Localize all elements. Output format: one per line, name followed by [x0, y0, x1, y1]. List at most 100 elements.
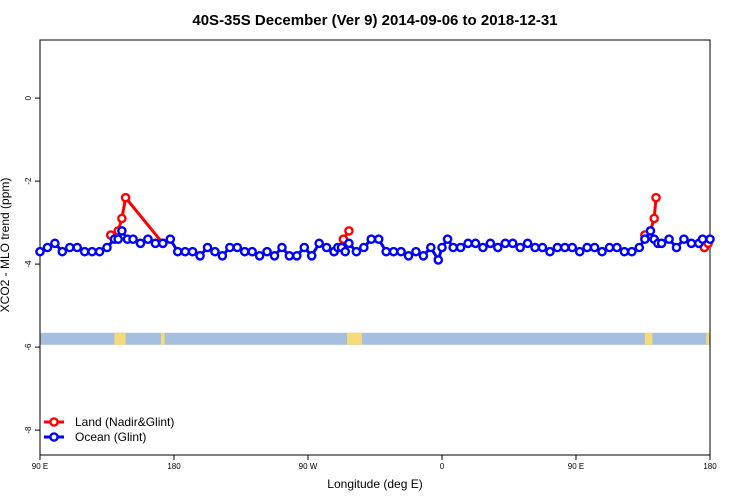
data-point: [158, 238, 168, 249]
data-point: [396, 246, 406, 257]
data-point: [135, 238, 146, 249]
data-point: [651, 192, 661, 203]
data-point: [552, 242, 563, 253]
data-point: [437, 242, 447, 253]
data-point: [94, 246, 105, 257]
land-patch: [347, 332, 362, 345]
data-point: [72, 242, 83, 253]
data-point: [79, 246, 90, 257]
data-point: [679, 234, 689, 244]
data-point: [373, 234, 384, 244]
data-point: [426, 242, 436, 253]
data-point: [210, 246, 220, 257]
y-tick-label: -4: [24, 260, 33, 268]
y-tick-label: -2: [24, 177, 33, 185]
data-point: [366, 234, 377, 244]
data-point: [292, 250, 302, 261]
land-patch: [114, 332, 126, 345]
data-point: [433, 255, 444, 265]
chart-title: 40S-35S December (Ver 9) 2014-09-06 to 2…: [192, 12, 557, 29]
data-point: [403, 250, 414, 261]
data-point: [545, 246, 555, 257]
data-point: [560, 242, 570, 253]
y-tick-label: -6: [24, 343, 33, 351]
data-point: [537, 242, 548, 253]
legend: Land (Nadir&Glint)Ocean (Glint): [44, 415, 174, 444]
data-point: [448, 242, 458, 253]
legend-label: Land (Nadir&Glint): [75, 415, 174, 429]
y-tick-label: -8: [24, 426, 33, 434]
data-point: [340, 246, 351, 257]
data-point: [656, 238, 667, 249]
data-point: [172, 246, 183, 257]
data-point: [463, 238, 473, 249]
y-axis-label: XCO2 - MLO trend (ppm): [0, 178, 12, 313]
data-point: [478, 242, 488, 253]
data-point: [619, 246, 630, 257]
data-point: [321, 242, 332, 253]
land-patch: [706, 332, 710, 345]
data-point: [705, 234, 715, 244]
data-point: [314, 238, 324, 249]
data-point: [664, 234, 674, 244]
legend-label: Ocean (Glint): [75, 430, 146, 444]
x-tick-label: 90 W: [299, 462, 318, 471]
data-point: [640, 234, 650, 244]
data-point: [277, 242, 287, 253]
legend-marker: [49, 417, 59, 427]
data-point: [254, 250, 265, 261]
data-point: [35, 246, 45, 257]
data-point: [120, 192, 131, 203]
data-point: [344, 226, 354, 236]
data-point: [411, 246, 421, 257]
data-point: [50, 238, 60, 249]
x-tick-label: 90 E: [568, 462, 584, 471]
data-point: [165, 234, 176, 244]
data-point: [202, 242, 213, 253]
data-point: [299, 242, 310, 253]
data-point: [470, 238, 481, 249]
data-point: [143, 234, 153, 244]
data-point: [530, 242, 540, 253]
ocean-band: [40, 332, 710, 345]
data-point: [697, 234, 708, 244]
data-point: [515, 242, 525, 253]
data-point: [102, 242, 112, 253]
y-tick-label: 0: [24, 95, 33, 100]
data-point: [634, 242, 645, 253]
data-point: [612, 242, 622, 253]
data-point: [262, 246, 272, 257]
land-patch: [160, 332, 165, 345]
data-point: [645, 226, 656, 236]
land-patch: [644, 332, 653, 345]
data-point: [232, 242, 243, 253]
data-point: [627, 246, 637, 257]
data-point: [128, 234, 138, 244]
data-point: [351, 246, 362, 257]
land-strip: [40, 332, 710, 345]
series-ocean: [35, 226, 715, 265]
data-point: [117, 226, 127, 236]
data-point: [567, 242, 578, 253]
data-point: [604, 242, 615, 253]
x-tick-label: 180: [703, 462, 717, 471]
data-point: [247, 246, 257, 257]
data-point: [442, 234, 453, 244]
x-tick-label: 0: [440, 462, 445, 471]
data-point: [455, 242, 466, 253]
y-axis: 0 -2 -4 -6 -8: [24, 95, 40, 434]
data-point: [686, 238, 697, 249]
data-point: [42, 242, 53, 253]
data-point: [195, 250, 205, 261]
data-point: [57, 246, 68, 257]
data-point: [597, 246, 607, 257]
data-point: [217, 250, 228, 261]
data-point: [64, 242, 75, 253]
data-point: [284, 250, 295, 261]
data-point: [359, 242, 369, 253]
data-point: [485, 238, 496, 249]
data-point: [493, 242, 503, 253]
data-point: [582, 242, 592, 253]
data-point: [306, 250, 317, 261]
